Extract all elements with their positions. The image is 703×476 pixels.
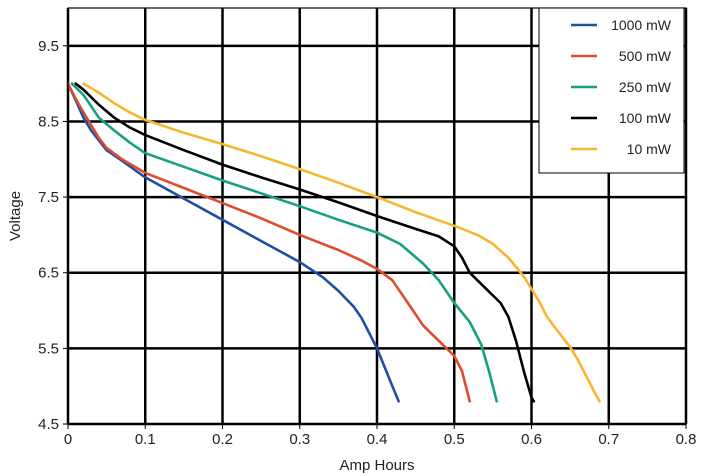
- series-line-100-mw: [74, 82, 536, 403]
- series-line-500-mw: [66, 82, 472, 403]
- series-line-10-mw: [82, 82, 601, 403]
- y-tick-label: 8.5: [38, 113, 59, 130]
- legend: 1000 mW 500 mW 250 mW 100 mW 10 mW: [538, 7, 685, 174]
- x-tick-label: 0.8: [676, 431, 697, 448]
- legend-label: 100 mW: [619, 110, 672, 126]
- legend-label: 1000 mW: [611, 17, 672, 33]
- x-axis-ticks: 0 0.1 0.2 0.3 0.4 0.5 0.6 0.7 0.8: [64, 424, 697, 448]
- x-tick-label: 0.7: [598, 431, 619, 448]
- y-axis-label: Voltage: [7, 191, 24, 241]
- x-tick-label: 0.3: [289, 431, 310, 448]
- x-tick-label: 0.5: [444, 431, 465, 448]
- legend-box: [538, 7, 685, 174]
- series-line-1000-mw: [66, 82, 400, 403]
- legend-label: 500 mW: [619, 48, 672, 64]
- y-tick-label: 7.5: [38, 189, 59, 206]
- x-tick-label: 0.6: [521, 431, 542, 448]
- series-lines: [66, 82, 601, 403]
- y-tick-label: 5.5: [38, 340, 59, 357]
- x-tick-label: 0.2: [212, 431, 233, 448]
- x-tick-label: 0.1: [135, 431, 156, 448]
- series-line-250-mw: [70, 82, 499, 403]
- x-tick-label: 0.4: [367, 431, 388, 448]
- y-tick-label: 9.5: [38, 38, 59, 55]
- legend-label: 250 mW: [619, 79, 672, 95]
- x-tick-label: 0: [64, 431, 72, 448]
- y-tick-label: 4.5: [38, 416, 59, 433]
- y-tick-label: 6.5: [38, 265, 59, 282]
- x-axis-label: Amp Hours: [339, 457, 414, 474]
- legend-label: 10 mW: [627, 141, 672, 157]
- y-axis-ticks: 4.5 5.5 6.5 7.5 8.5 9.5: [38, 38, 68, 433]
